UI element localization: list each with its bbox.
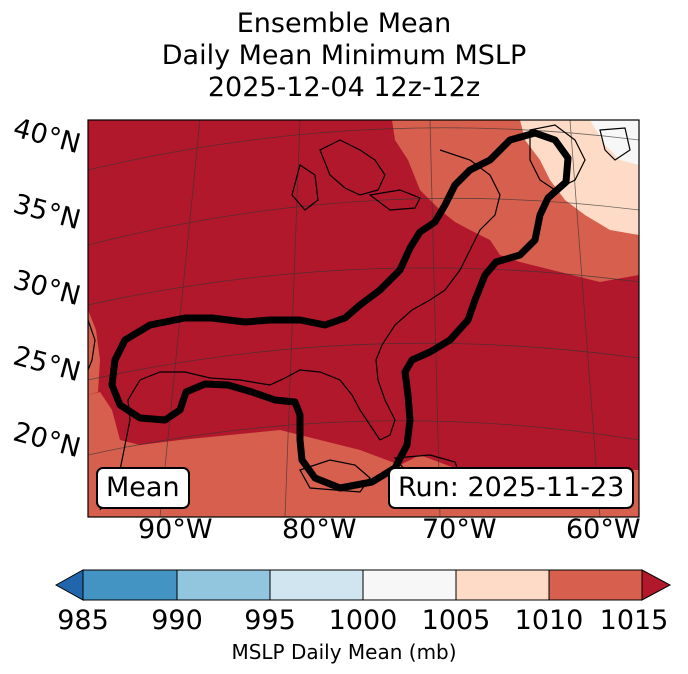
title-line-2: Daily Mean Minimum MSLP xyxy=(161,40,527,71)
colorbar-tick-995: 995 xyxy=(244,605,296,636)
colorbar-bin-1000-1005 xyxy=(362,569,457,601)
colorbar-extend-high xyxy=(641,569,672,601)
colorbar-bin-1005-1010 xyxy=(455,569,550,601)
colorbar-tick-1015: 1015 xyxy=(599,605,669,636)
colorbar-tick-985: 985 xyxy=(57,605,109,636)
lon-label-70w: 70°W xyxy=(422,514,497,545)
colorbar-tick-1010: 1010 xyxy=(514,605,584,636)
colorbar-bin-985-990 xyxy=(82,569,178,601)
mslp-field-palest-ne xyxy=(590,120,639,165)
graticule xyxy=(88,120,639,517)
mslp-field-secondary-w xyxy=(88,310,100,395)
map-frame xyxy=(87,119,640,518)
colorbar xyxy=(54,569,672,601)
lon-label-60w: 60°W xyxy=(566,514,641,545)
colorbar-tick-990: 990 xyxy=(151,605,203,636)
mean-badge: Mean xyxy=(96,467,190,509)
colorbar-label: MSLP Daily Mean (mb) xyxy=(231,640,457,664)
colorbar-bin-990-995 xyxy=(176,569,271,601)
colorbar-tick-1005: 1005 xyxy=(421,605,491,636)
colorbar-bin-995-1000 xyxy=(269,569,364,601)
lon-label-90w: 90°W xyxy=(138,514,213,545)
colorbar-extend-low xyxy=(54,569,84,601)
lon-label-80w: 80°W xyxy=(282,514,357,545)
colorbar-tick-1000: 1000 xyxy=(328,605,398,636)
colorbar-bin-1010-1015 xyxy=(548,569,643,601)
mslp-contour xyxy=(108,129,572,492)
title-line-3: 2025-12-04 12z-12z xyxy=(207,72,481,103)
title-line-1: Ensemble Mean xyxy=(236,8,452,39)
run-date-badge: Run: 2025-11-23 xyxy=(388,467,635,509)
